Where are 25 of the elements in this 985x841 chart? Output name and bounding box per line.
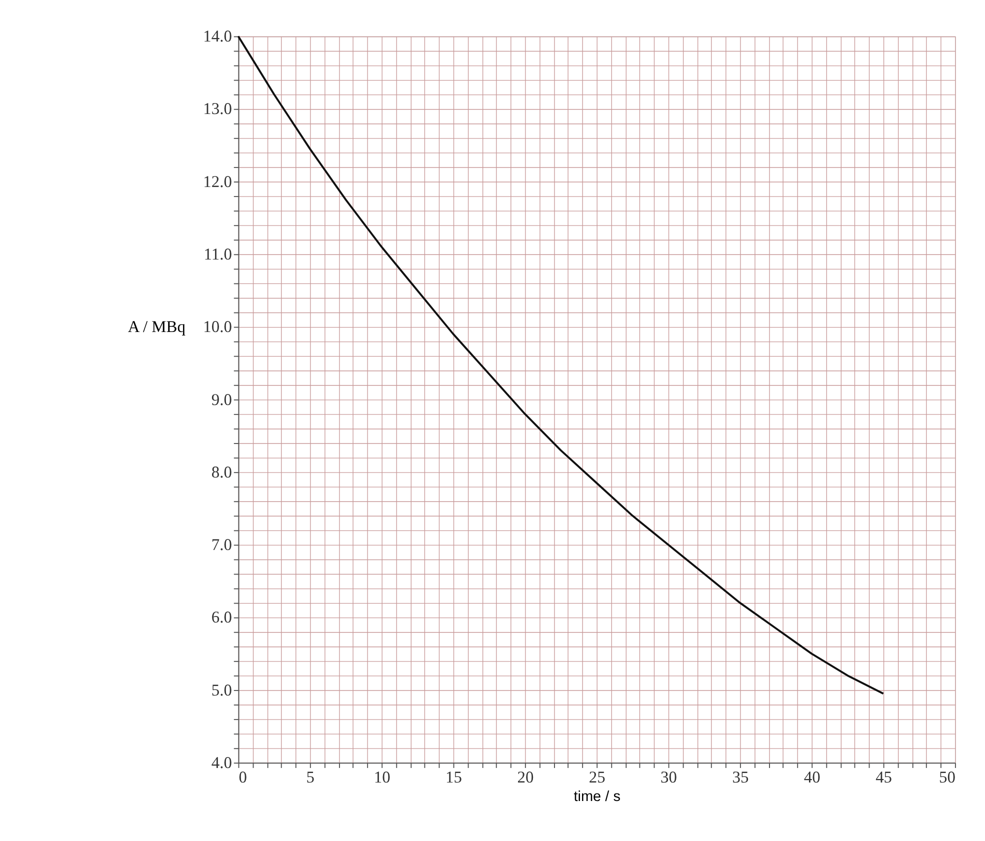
- y-tick-label: 7.0: [211, 535, 232, 554]
- y-tick-label: 12.0: [203, 172, 232, 191]
- y-tick-label: 14.0: [203, 26, 232, 46]
- x-axis-title: time / s: [574, 788, 620, 805]
- line-series: [237, 35, 884, 695]
- y-tick-label: 4.0: [211, 752, 232, 772]
- y-tick-label: 6.0: [211, 608, 232, 627]
- y-tick-label: 10.0: [203, 317, 232, 336]
- x-tick-label: 10: [374, 767, 390, 786]
- x-tick-label: 35: [732, 767, 749, 786]
- x-tick-label: 30: [660, 767, 677, 786]
- x-tick-label: 20: [517, 767, 534, 786]
- x-tick-label: 25: [588, 767, 606, 786]
- x-tick-label: 40: [804, 767, 820, 786]
- y-tick-label: 9.0: [211, 390, 232, 409]
- y-tick-label: 5.0: [211, 680, 232, 700]
- y-tick-label: 13.0: [203, 99, 232, 118]
- x-tick-label: 0: [238, 767, 247, 786]
- y-axis-title: A / MBq: [128, 317, 186, 336]
- y-tick-label: 8.0: [211, 462, 232, 482]
- x-tick-label: 15: [446, 767, 462, 786]
- x-tick-label: 45: [876, 767, 892, 786]
- x-tick-label: 5: [306, 767, 315, 786]
- x-tick-label: 50: [939, 767, 956, 786]
- y-tick-label: 11.0: [204, 244, 232, 264]
